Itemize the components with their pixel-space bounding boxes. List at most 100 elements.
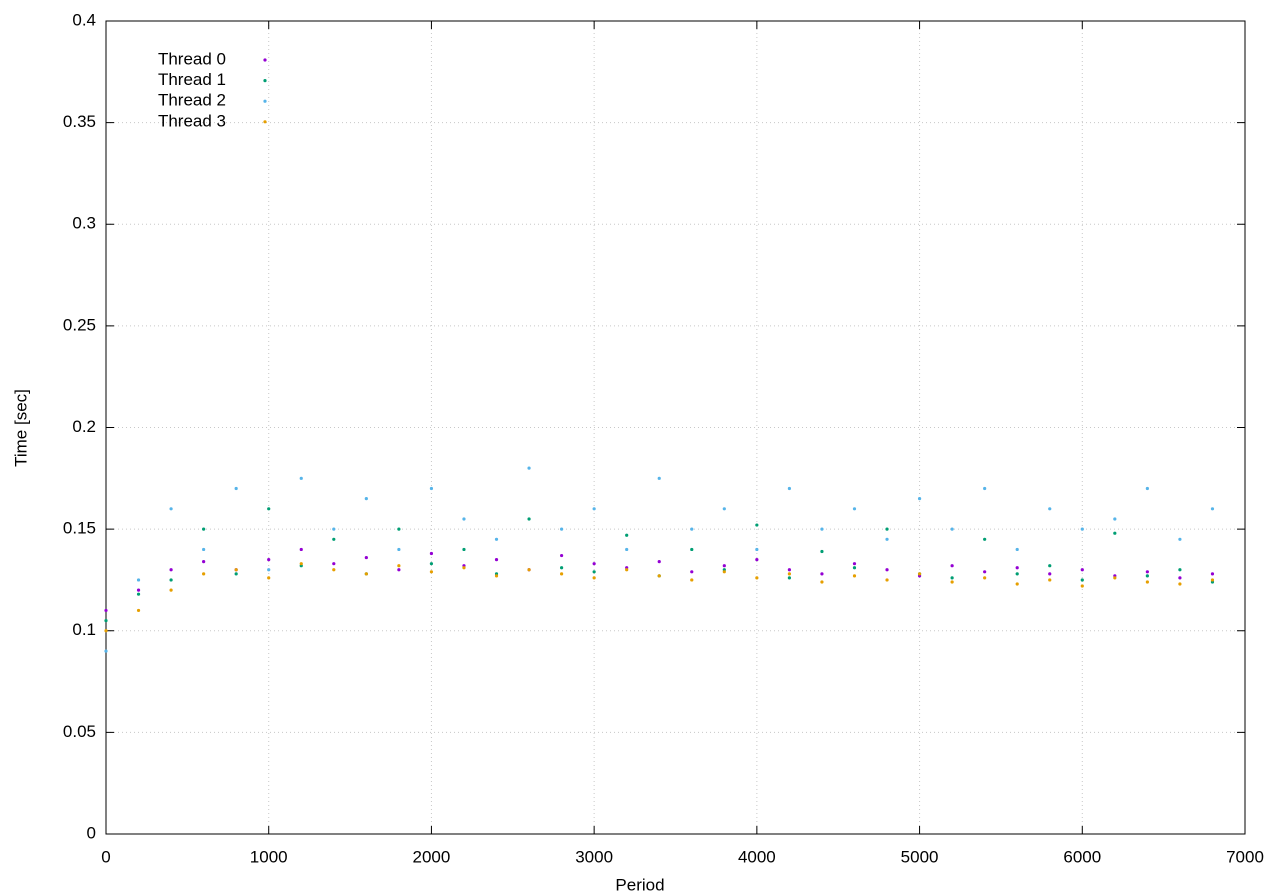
x-tick-label: 0 xyxy=(101,847,110,866)
point xyxy=(397,564,401,568)
point xyxy=(494,558,499,562)
x-axis-label: Period xyxy=(615,875,664,894)
point xyxy=(820,572,824,576)
point xyxy=(202,560,206,564)
point xyxy=(1015,566,1019,570)
point xyxy=(299,476,303,480)
legend-label: Thread 1 xyxy=(158,70,226,89)
point xyxy=(234,568,238,572)
point xyxy=(983,486,987,491)
y-tick-label: 0.4 xyxy=(72,10,96,29)
point xyxy=(592,562,596,566)
point xyxy=(1015,547,1019,552)
point xyxy=(917,497,922,501)
point xyxy=(169,568,173,572)
point xyxy=(462,566,466,570)
point xyxy=(1178,568,1182,572)
point xyxy=(787,572,792,576)
point xyxy=(136,608,141,613)
point xyxy=(950,576,954,580)
point xyxy=(560,566,564,570)
plot-frame xyxy=(105,20,1246,835)
point xyxy=(1178,537,1182,541)
point xyxy=(1210,578,1215,582)
point xyxy=(722,570,726,574)
point xyxy=(755,523,759,527)
point xyxy=(299,547,303,552)
point xyxy=(462,517,466,521)
point xyxy=(1145,570,1149,574)
x-tick-label: 5000 xyxy=(901,847,939,866)
point xyxy=(234,486,238,491)
point xyxy=(722,507,726,511)
x-tick-label: 3000 xyxy=(575,847,613,866)
point xyxy=(1080,527,1084,531)
point xyxy=(1178,576,1182,580)
point xyxy=(332,562,336,566)
legend-marker xyxy=(263,79,267,83)
point xyxy=(1113,576,1117,580)
point xyxy=(820,580,824,584)
legend-marker xyxy=(263,120,267,124)
point xyxy=(560,527,564,531)
point xyxy=(1080,584,1084,588)
point xyxy=(169,507,173,511)
point xyxy=(136,578,141,582)
point xyxy=(1080,578,1084,582)
point xyxy=(136,592,141,596)
y-tick-label: 0.15 xyxy=(63,519,96,538)
point xyxy=(983,537,987,541)
point xyxy=(1113,517,1117,521)
point xyxy=(527,568,531,572)
point xyxy=(1048,578,1052,582)
point xyxy=(527,466,531,470)
point xyxy=(885,568,889,572)
x-tick-label: 1000 xyxy=(250,847,288,866)
point xyxy=(202,572,206,576)
point xyxy=(755,547,759,552)
point xyxy=(364,497,368,501)
point xyxy=(1210,507,1215,511)
point xyxy=(560,553,564,558)
point xyxy=(852,566,857,570)
point xyxy=(657,574,661,578)
point xyxy=(104,618,108,623)
point xyxy=(169,588,173,592)
point xyxy=(690,570,694,574)
point xyxy=(429,570,434,574)
point xyxy=(1015,572,1019,576)
point xyxy=(787,568,792,572)
point xyxy=(332,527,336,531)
point xyxy=(1048,564,1052,568)
point xyxy=(820,549,824,554)
point xyxy=(494,574,499,578)
point xyxy=(169,578,173,582)
point xyxy=(690,578,694,582)
point xyxy=(885,527,889,531)
y-tick-label: 0.2 xyxy=(72,417,96,436)
point xyxy=(592,576,596,580)
point xyxy=(1048,572,1052,576)
point xyxy=(755,576,759,580)
point xyxy=(560,572,564,576)
legend-label: Thread 0 xyxy=(158,49,226,68)
y-tick-label: 0.1 xyxy=(72,620,96,639)
point xyxy=(722,564,726,568)
point xyxy=(104,649,108,653)
point xyxy=(429,486,434,491)
point xyxy=(1113,531,1117,535)
point xyxy=(787,576,792,580)
point xyxy=(1145,580,1149,584)
point xyxy=(364,555,368,560)
point xyxy=(267,576,271,580)
point xyxy=(917,572,922,576)
point xyxy=(1145,574,1149,578)
point xyxy=(625,568,629,572)
point xyxy=(267,558,271,562)
point xyxy=(950,564,954,568)
point xyxy=(1015,582,1019,586)
point xyxy=(950,580,954,584)
point xyxy=(332,537,336,541)
point xyxy=(690,547,694,552)
